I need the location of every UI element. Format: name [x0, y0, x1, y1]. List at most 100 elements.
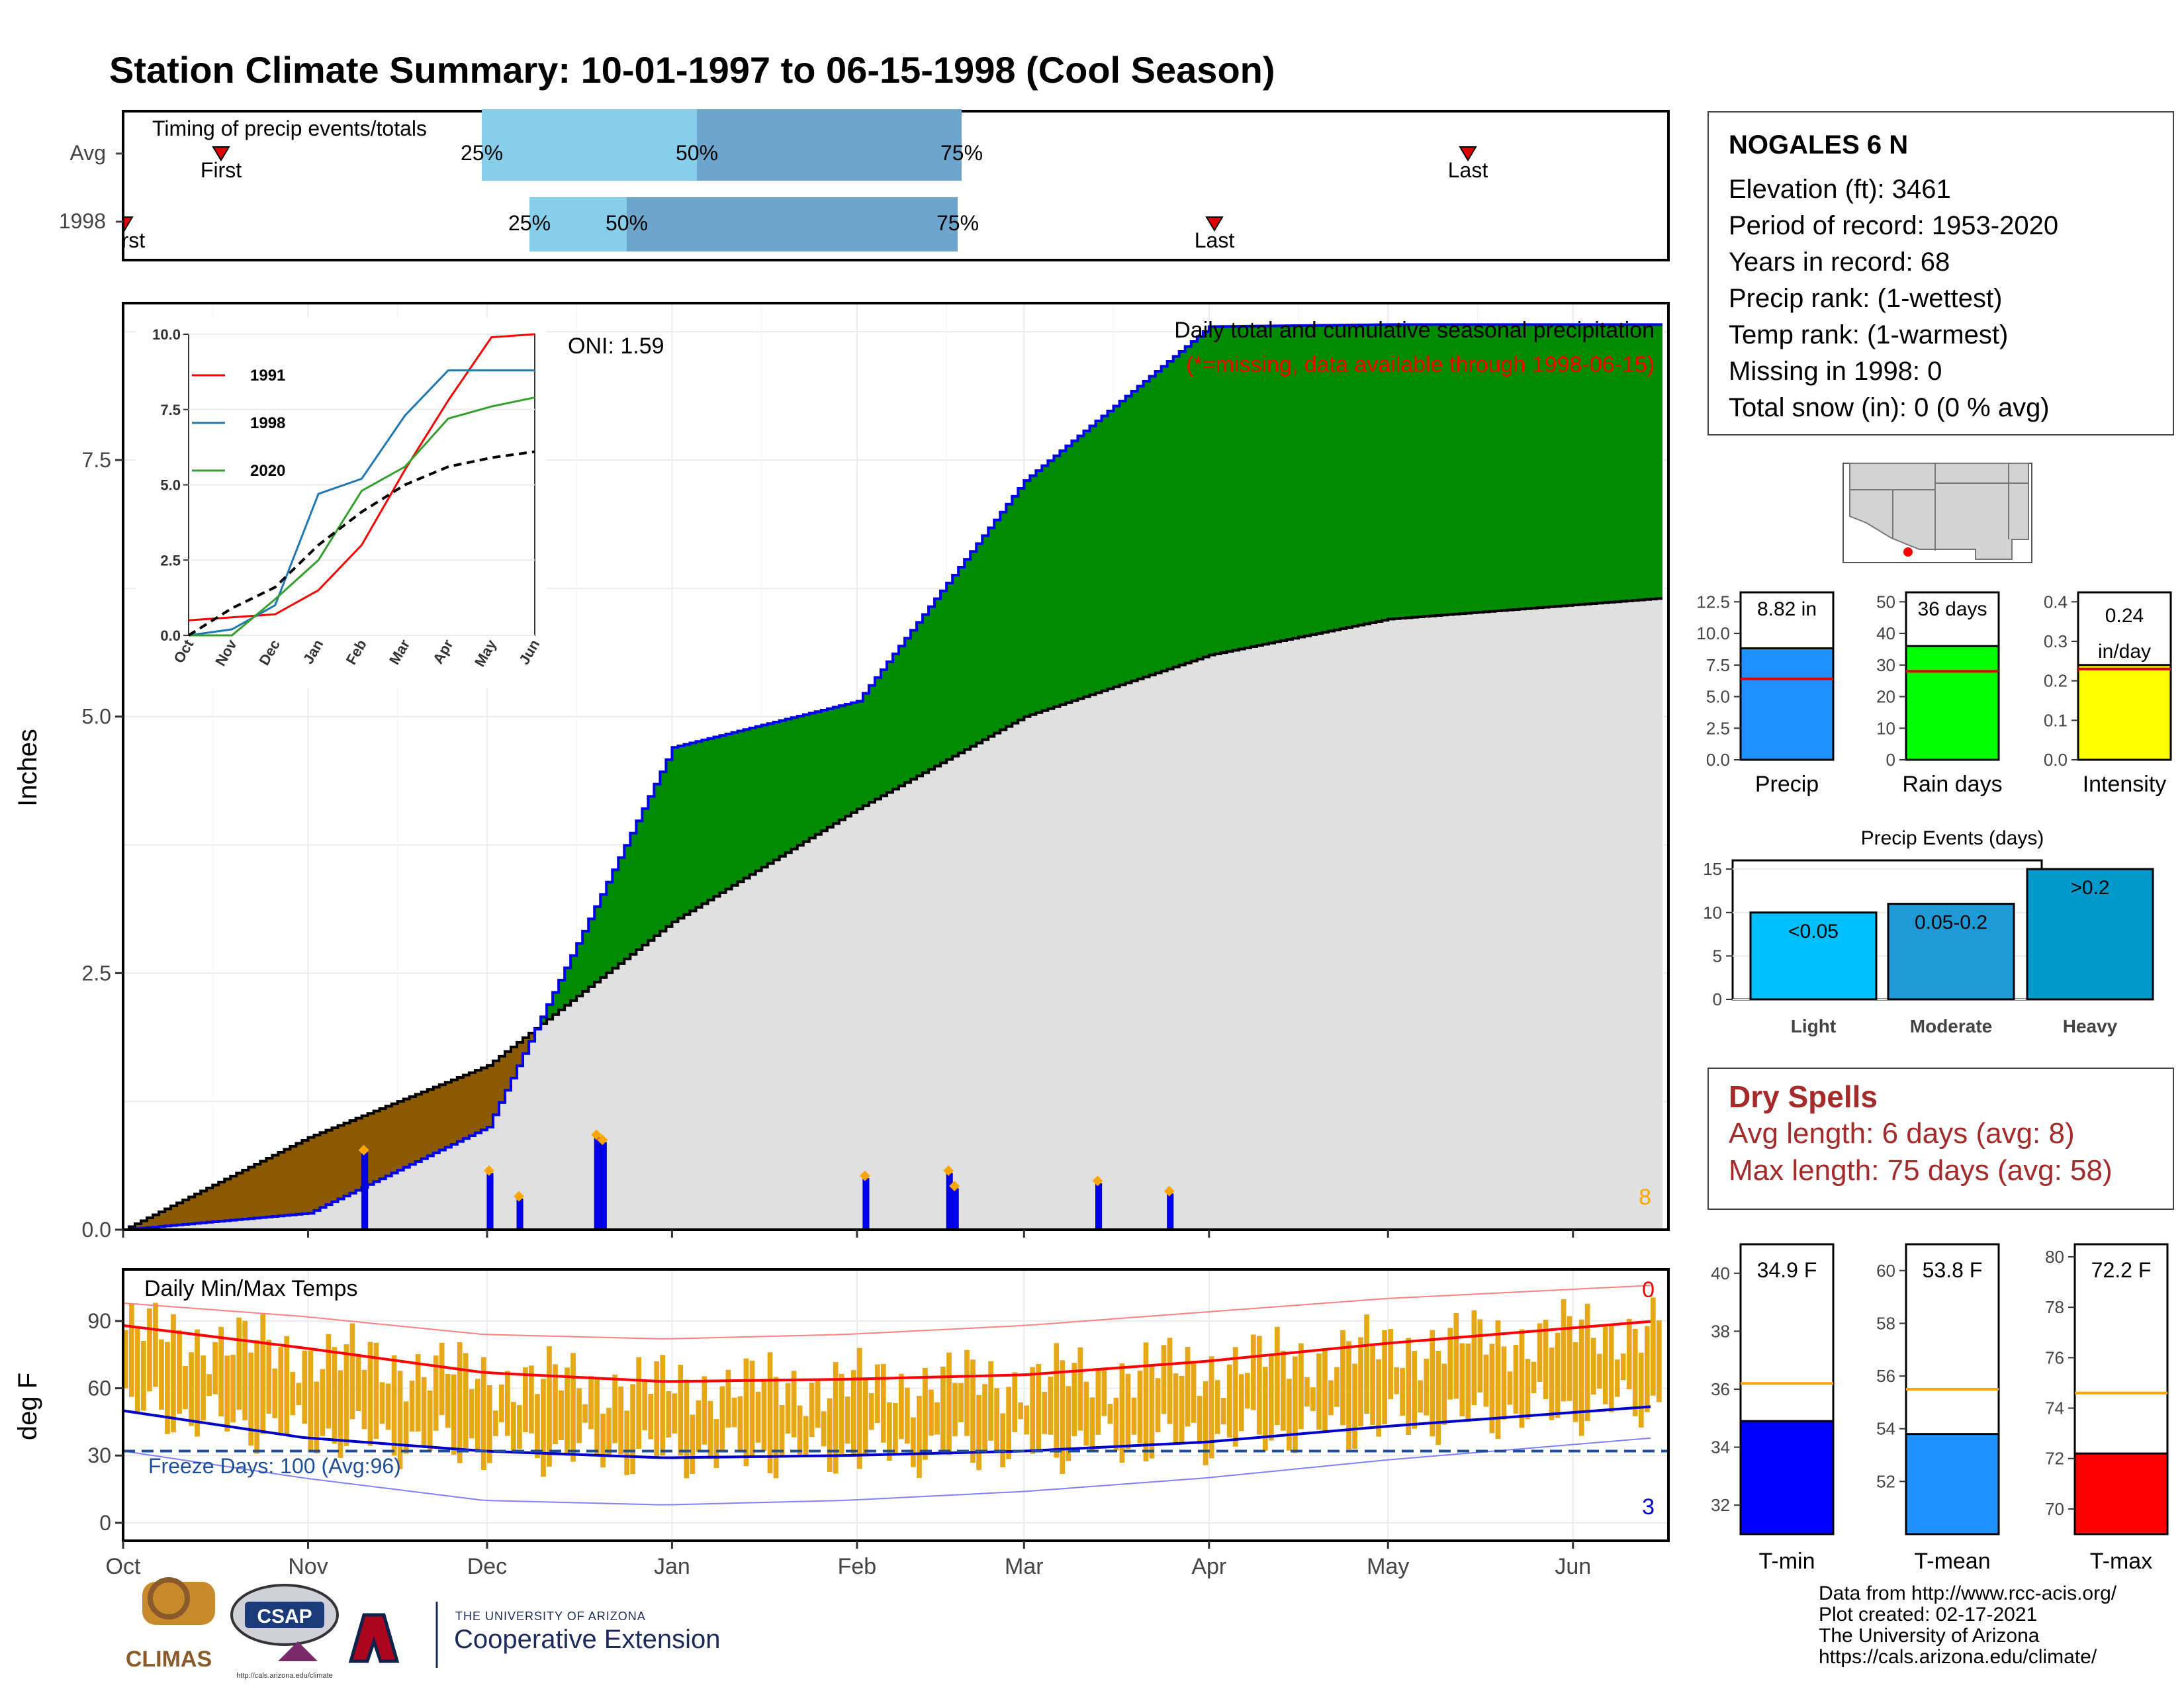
- daily-temp-bar: [743, 1358, 749, 1467]
- precip-bar: [1739, 647, 1835, 761]
- daily-temp-bar: [1024, 1405, 1030, 1435]
- inset-legend-label: 1991: [250, 367, 285, 385]
- daily-temp-bar: [1376, 1359, 1381, 1437]
- daily-temp-bar: [523, 1367, 528, 1432]
- dry-spells-box: Dry Spells Avg length: 6 days (avg: 8) M…: [1707, 1068, 2174, 1210]
- heavy-day-marker: [358, 1144, 369, 1156]
- raindays-tick-label: 20: [1876, 687, 1895, 707]
- daily-temp-bar: [731, 1397, 737, 1428]
- timing-1998-25-50: [529, 197, 627, 251]
- daily-temp-bar: [899, 1373, 904, 1440]
- daily-temp-bar: [1191, 1361, 1197, 1423]
- daily-temp-bar: [892, 1403, 898, 1455]
- precip-axes: 0.0 2.5 5.0 7.5: [82, 448, 1574, 1242]
- daily-temp-bar: [218, 1326, 224, 1417]
- intensity-value-label-2: in/day: [2098, 641, 2151, 663]
- events-tick-label: 10: [1703, 903, 1722, 923]
- daily-temp-bar: [1095, 1368, 1101, 1435]
- temps-y-tick-label: 90: [87, 1309, 111, 1333]
- climas-logo-swirl: [148, 1577, 190, 1620]
- daily-precip-bar: [486, 1173, 494, 1230]
- daily-temp-bar: [290, 1371, 296, 1416]
- daily-temp-bar: [457, 1342, 463, 1463]
- daily-temp-bar: [535, 1394, 540, 1459]
- tmin-tick-label: 34: [1711, 1438, 1730, 1457]
- daily-temp-bar: [1572, 1342, 1578, 1422]
- daily-temp-bar: [696, 1400, 702, 1452]
- average-cumulative-line: [123, 597, 1662, 1231]
- daily-temp-bar: [815, 1381, 821, 1428]
- daily-temp-bar: [332, 1347, 338, 1444]
- tmean-value-label: 53.8 F: [1923, 1258, 1983, 1282]
- daily-temp-bar: [1054, 1343, 1060, 1458]
- daily-temp-bar: [1125, 1373, 1131, 1449]
- daily-temp-bar: [929, 1389, 934, 1436]
- daily-temp-bar: [397, 1371, 403, 1469]
- daily-temp-bar: [123, 1330, 128, 1389]
- daily-temp-bar: [1400, 1367, 1406, 1416]
- temps-panel-frame: [122, 1268, 1670, 1542]
- inset-series-1998: [188, 369, 535, 637]
- daily-temp-bar: [1602, 1324, 1608, 1404]
- daily-temp-bar: [809, 1383, 815, 1438]
- daily-temp-bar: [850, 1370, 856, 1457]
- station-line: Temp rank: (1-warmest): [1729, 320, 2009, 349]
- daily-temp-bar: [803, 1416, 809, 1456]
- intensity-tick-label: 0.3: [2044, 631, 2068, 651]
- daily-temp-bar: [1089, 1397, 1095, 1453]
- daily-temp-bar: [1167, 1338, 1173, 1424]
- daily-temp-bar: [1406, 1338, 1412, 1436]
- timing-title: Timing of precip events/totals: [152, 116, 427, 140]
- daily-temp-bar: [642, 1381, 648, 1431]
- csap-mountain: [278, 1641, 318, 1661]
- tmax-tick-label: 78: [2045, 1297, 2064, 1317]
- daily-temp-bar: [1632, 1328, 1638, 1416]
- daily-temp-bar: [135, 1328, 140, 1414]
- above-average-area: [541, 324, 1662, 1024]
- daily-temp-bar: [421, 1377, 427, 1448]
- temps-title: Daily Min/Max Temps: [144, 1276, 357, 1301]
- tmax-label: T-max: [2090, 1549, 2152, 1574]
- daily-temp-bar: [946, 1352, 952, 1455]
- daily-temp-bar: [678, 1365, 684, 1456]
- tmin-tick-label: 36: [1711, 1379, 1730, 1399]
- daily-temp-bar: [206, 1374, 212, 1396]
- csap-logo: CSAP http://cals.arizona.edu/climate: [230, 1584, 339, 1680]
- events-bar-label: >0.2: [2070, 877, 2109, 899]
- daily-temp-bar: [254, 1340, 260, 1454]
- daily-temp-bar: [469, 1389, 475, 1439]
- daily-temp-bar: [320, 1369, 326, 1436]
- daily-temp-bar: [1465, 1343, 1471, 1422]
- daily-precip-bar: [1095, 1183, 1103, 1230]
- coop-big-text: Cooperative Extension: [454, 1625, 721, 1654]
- daily-temp-bar: [189, 1352, 194, 1426]
- daily-temp-bar: [1185, 1347, 1191, 1427]
- daily-precip-bar: [361, 1152, 369, 1230]
- timing-1998-75: 75%: [936, 211, 979, 235]
- daily-temp-bar: [302, 1350, 308, 1424]
- daily-temp-bar: [1656, 1320, 1662, 1402]
- daily-temp-bar: [1203, 1381, 1208, 1465]
- daily-temp-bar: [236, 1317, 242, 1410]
- raindays-tick-label: 30: [1876, 655, 1895, 675]
- ua-logo: [348, 1602, 438, 1668]
- daily-temp-bar: [1101, 1369, 1107, 1416]
- precip-tick-label: 10.0: [1696, 623, 1730, 643]
- timing-1998-50-75: [627, 197, 958, 251]
- temps-panel: Daily Min/Max Temps Freeze Days: 100 (Av…: [13, 1268, 1670, 1579]
- temps-count-high: 0: [1642, 1277, 1655, 1303]
- daily-temp-bar: [1340, 1330, 1345, 1426]
- coop-small-text: THE UNIVERSITY OF ARIZONA: [455, 1610, 646, 1623]
- daily-temp-bar: [1262, 1367, 1268, 1451]
- daily-temp-bar: [749, 1360, 755, 1457]
- timing-avg-last: Last: [1448, 158, 1488, 182]
- heavy-day-marker: [591, 1129, 602, 1140]
- inset-y-tick-label: 2.5: [160, 552, 181, 569]
- avg-min-line: [122, 1405, 1651, 1459]
- month-label: Apr: [1191, 1554, 1226, 1579]
- temps-y-tick-label: 60: [87, 1377, 111, 1400]
- station-line: Elevation (ft): 3461: [1729, 175, 1951, 204]
- daily-temp-bar: [165, 1342, 170, 1434]
- tmean-tick-label: 58: [1876, 1313, 1895, 1333]
